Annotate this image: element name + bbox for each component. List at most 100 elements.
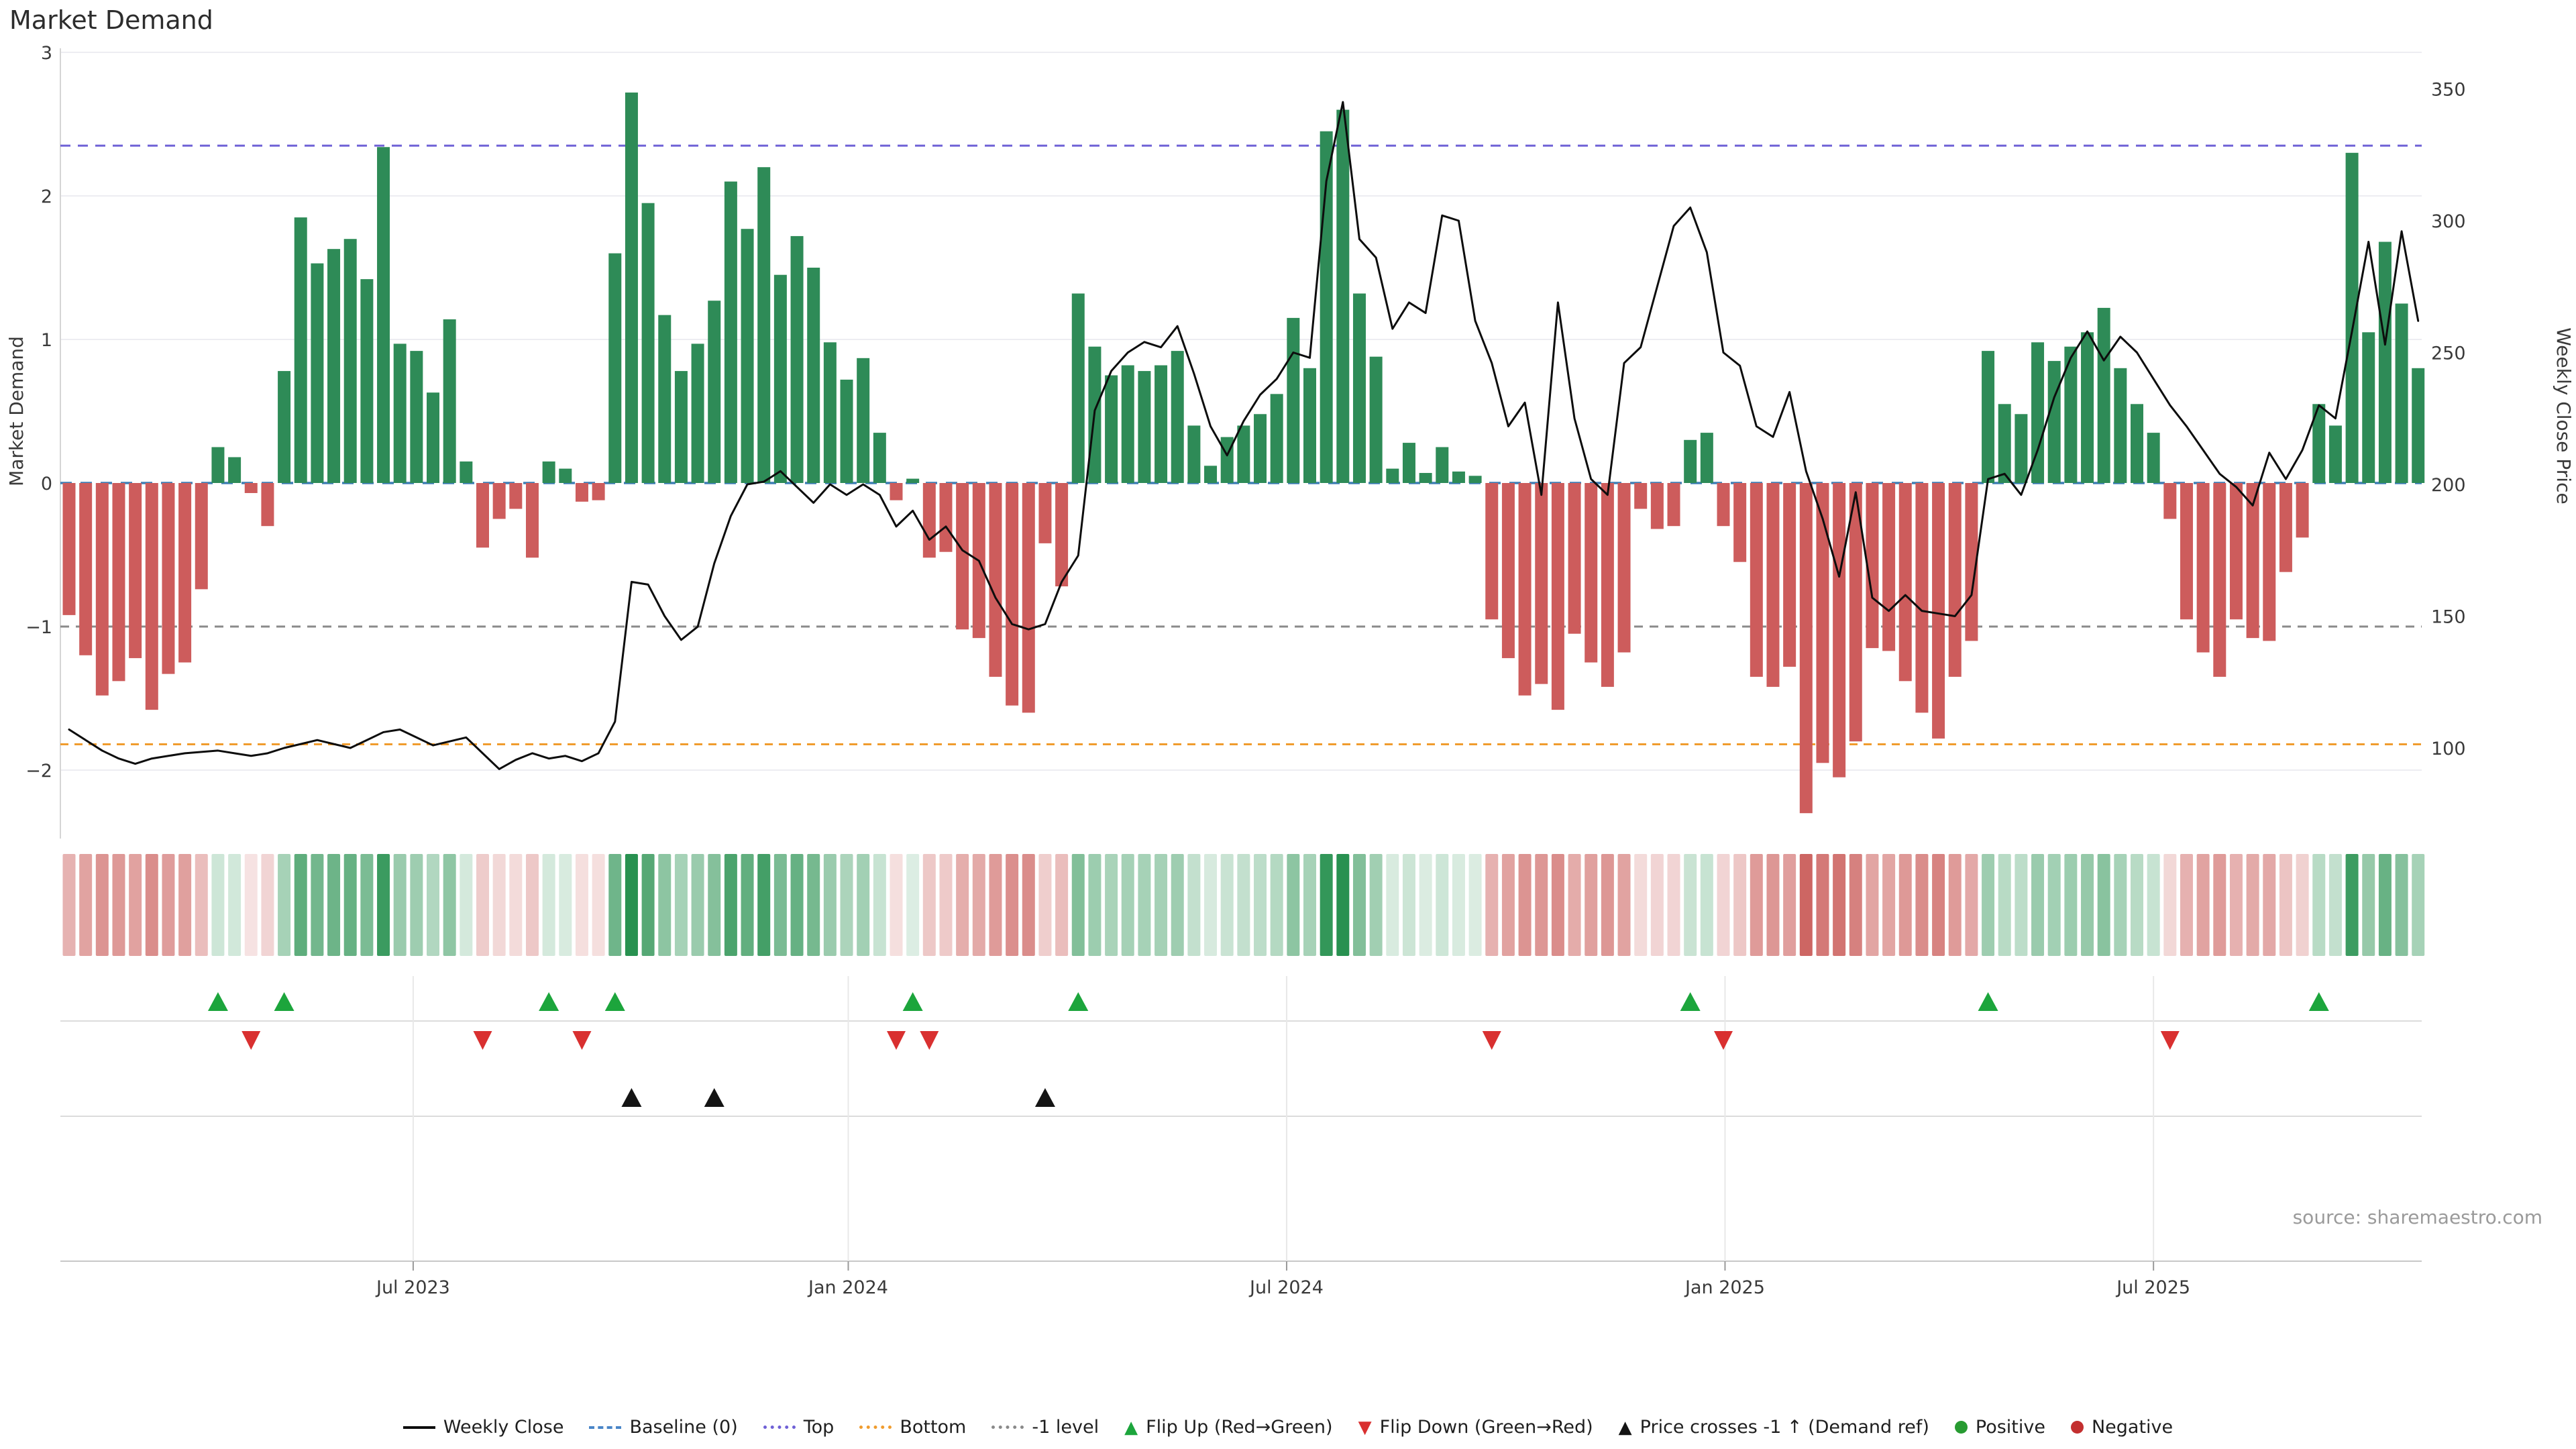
heatmap-cell: [1204, 854, 1218, 956]
demand-bar: [2345, 152, 2359, 484]
heatmap-cell: [525, 854, 539, 956]
heatmap-cell: [1833, 854, 1846, 956]
heatmap-cell: [1650, 854, 1664, 956]
flip-up-marker: [1680, 992, 1701, 1011]
demand-bar: [393, 343, 407, 483]
legend-item-label: Negative: [2091, 1417, 2174, 1438]
flip-up-marker: [902, 992, 923, 1011]
demand-bar: [1684, 439, 1697, 483]
heatmap-cell: [757, 854, 771, 956]
heatmap-cell: [972, 854, 985, 956]
heatmap-cell: [278, 854, 291, 956]
right-axis-title: Weekly Close Price: [2553, 327, 2575, 504]
flip-up-marker: [1068, 992, 1089, 1011]
heatmap-cell: [625, 854, 638, 956]
demand-bar: [1882, 483, 1896, 651]
heatmap-cell: [178, 854, 192, 956]
demand-bar: [575, 483, 588, 502]
demand-bar: [1766, 483, 1780, 687]
right-tick-label: 100: [2431, 739, 2466, 759]
demand-bar: [509, 483, 523, 509]
heatmap-cell: [1783, 854, 1796, 956]
heatmap-cell: [1237, 854, 1250, 956]
heatmap-cell: [1501, 854, 1515, 956]
heatmap-cell: [1187, 854, 1201, 956]
demand-bar: [1369, 356, 1383, 483]
flip-up-marker: [274, 992, 294, 1011]
heatmap-cell: [658, 854, 672, 956]
heatmap-cell: [840, 854, 853, 956]
left-tick-label: −2: [25, 761, 52, 782]
heatmap-cell: [112, 854, 125, 956]
heatmap-cell: [427, 854, 440, 956]
demand-bar: [1982, 351, 1995, 483]
price-cross-marker: [704, 1088, 724, 1107]
heatmap-cell: [377, 854, 390, 956]
demand-bar: [922, 483, 936, 558]
heatmap-cell: [575, 854, 588, 956]
demand-bar: [608, 253, 622, 483]
demand-bar: [2395, 303, 2408, 483]
demand-bar: [1634, 483, 1648, 509]
heatmap-cell: [2378, 854, 2392, 956]
legend-item: Negative: [2070, 1417, 2174, 1438]
demand-bar: [559, 468, 572, 483]
heatmap-cell: [2246, 854, 2259, 956]
demand-bar: [1485, 483, 1499, 620]
demand-bar: [939, 483, 953, 552]
heatmap-cell: [939, 854, 953, 956]
heatmap-cell: [1849, 854, 1862, 956]
demand-bar: [1965, 483, 1978, 641]
demand-bar: [2378, 241, 2392, 483]
demand-bar: [1535, 483, 1548, 684]
demand-bar: [2180, 483, 2193, 620]
demand-bar: [1585, 483, 1598, 663]
flip-down-marker: [473, 1031, 492, 1050]
demand-bar: [2229, 483, 2243, 620]
heatmap-cell: [1468, 854, 1482, 956]
demand-bar: [2047, 361, 2061, 483]
price-cross-icon: ▲: [1618, 1417, 1632, 1438]
heatmap-cell: [641, 854, 655, 956]
legend-item: Positive: [1954, 1417, 2045, 1438]
heatmap-cell: [360, 854, 374, 956]
heatmap-cell: [195, 854, 208, 956]
demand-bar: [1799, 483, 1813, 814]
heatmap-cell: [2047, 854, 2061, 956]
demand-bar: [906, 478, 920, 483]
heatmap-cell: [807, 854, 820, 956]
demand-bar: [1866, 483, 1879, 649]
left-tick-label: 0: [41, 474, 52, 494]
weekly-close-line: [68, 101, 2420, 770]
heatmap-strip: [62, 854, 2425, 956]
demand-bar: [1038, 483, 1052, 543]
demand-bar: [360, 279, 374, 483]
demand-bar: [1105, 375, 1118, 483]
demand-bar: [807, 268, 820, 483]
heatmap-cell: [1799, 854, 1813, 956]
demand-bar: [427, 392, 440, 483]
heatmap-cell: [724, 854, 737, 956]
demand-bar: [1915, 483, 1929, 713]
heatmap-cell: [2196, 854, 2210, 956]
bars-group: [62, 92, 2425, 814]
heatmap-cell: [1452, 854, 1465, 956]
heatmap-cell: [2114, 854, 2127, 956]
demand-bar: [1816, 483, 1829, 763]
demand-bar: [641, 203, 655, 483]
heatmap-cell: [1055, 854, 1069, 956]
demand-bar: [1303, 368, 1316, 483]
heatmap-cell: [1254, 854, 1267, 956]
flip-down-marker: [572, 1031, 592, 1050]
heatmap-cell: [922, 854, 936, 956]
demand-bar: [956, 483, 969, 630]
heatmap-cell: [211, 854, 225, 956]
demand-bar: [2328, 425, 2342, 483]
heatmap-cell: [1733, 854, 1747, 956]
heatmap-cell: [1155, 854, 1168, 956]
x-tick-label: Jul 2023: [375, 1277, 450, 1298]
heatmap-cell: [2064, 854, 2078, 956]
left-tick-label: 2: [41, 186, 52, 207]
heatmap-cell: [476, 854, 489, 956]
